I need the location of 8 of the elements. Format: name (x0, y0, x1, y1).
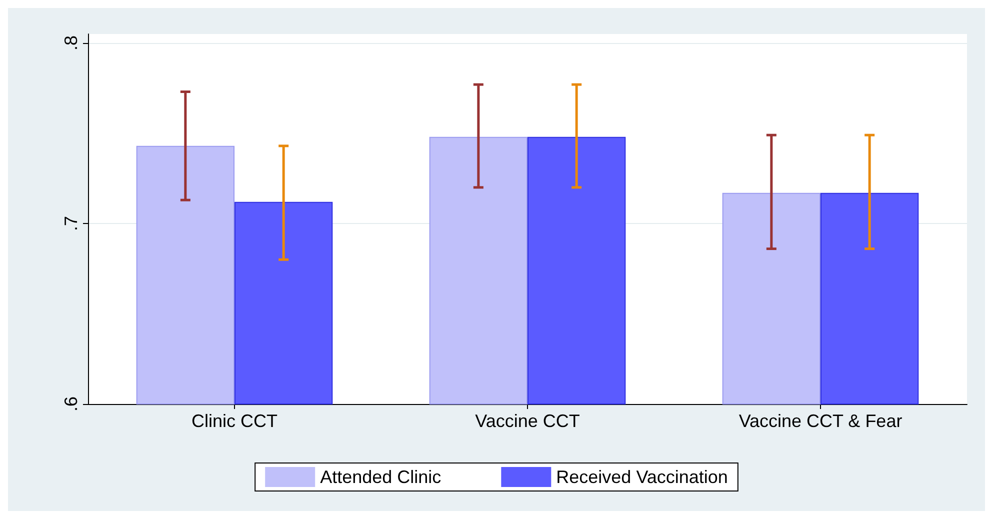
y-tick-label: .7 (61, 216, 81, 232)
x-tick-label: Vaccine CCT & Fear (738, 411, 902, 431)
legend-label: Received Vaccination (556, 467, 728, 487)
y-tick-label: .6 (61, 396, 81, 412)
x-tick-label: Vaccine CCT (475, 411, 580, 431)
x-tick-label: Clinic CCT (191, 411, 278, 431)
y-tick-label: .8 (61, 36, 81, 51)
legend-label: Attended Clinic (320, 467, 442, 487)
